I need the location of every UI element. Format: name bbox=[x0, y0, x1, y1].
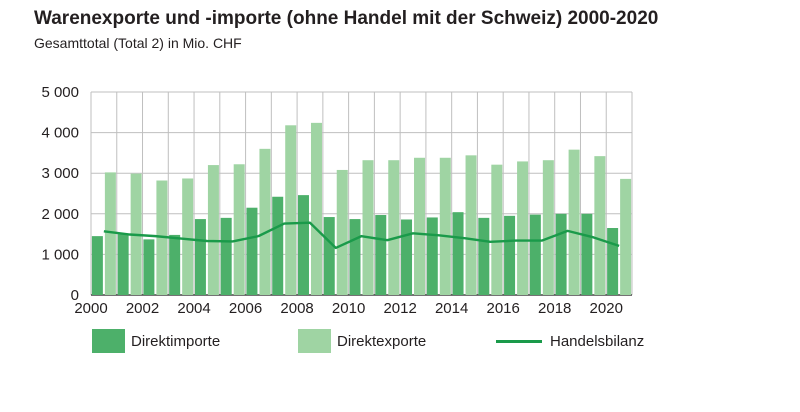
bar-import bbox=[401, 219, 413, 295]
legend-label-exports: Direktexporte bbox=[337, 332, 427, 350]
x-axis-ticks: 2000 2002 2004 2006 2008 2010 2012 2014 2016 2018… bbox=[74, 300, 623, 317]
x-tick-label: 2016 bbox=[487, 300, 520, 317]
bar-export bbox=[568, 149, 580, 295]
bar-export bbox=[388, 160, 400, 295]
bar-import bbox=[272, 196, 284, 295]
bar-import bbox=[143, 239, 155, 295]
chart-title: Warenexporte und -importe (ohne Handel m… bbox=[34, 8, 659, 29]
y-tick-label: 0 bbox=[71, 287, 79, 304]
bar-import bbox=[555, 213, 567, 295]
bars bbox=[91, 122, 632, 296]
bar-export bbox=[207, 165, 219, 295]
bar-import bbox=[529, 214, 541, 295]
bar-import bbox=[297, 195, 309, 295]
x-tick-label: 2002 bbox=[126, 300, 159, 317]
bar-import bbox=[323, 217, 335, 295]
bar-import bbox=[581, 213, 593, 295]
legend-item-imports: Direktimporte bbox=[92, 329, 220, 353]
y-axis-ticks: 0 1 000 2 000 3 000 4 000 5 000 bbox=[41, 84, 79, 304]
x-tick-label: 2012 bbox=[383, 300, 416, 317]
x-tick-label: 2008 bbox=[280, 300, 313, 317]
bar-import bbox=[504, 215, 516, 295]
bar-export bbox=[620, 178, 632, 295]
x-tick-label: 2020 bbox=[590, 300, 623, 317]
bar-export bbox=[491, 164, 503, 295]
bar-import bbox=[91, 236, 103, 295]
bar-import bbox=[478, 217, 490, 295]
chart-subtitle: Gesamttotal (Total 2) in Mio. CHF bbox=[34, 35, 242, 51]
bar-export bbox=[414, 157, 426, 295]
bar-export bbox=[336, 169, 348, 295]
bar-export bbox=[104, 172, 116, 295]
legend-swatch-exports bbox=[298, 329, 331, 353]
x-tick-label: 2010 bbox=[332, 300, 365, 317]
bar-import bbox=[349, 219, 361, 295]
legend-label-imports: Direktimporte bbox=[131, 332, 221, 350]
balance-line bbox=[103, 221, 620, 250]
bar-export bbox=[259, 148, 271, 295]
bar-export bbox=[362, 160, 374, 295]
bar-import bbox=[426, 217, 438, 295]
legend-item-balance: Handelsbilanz bbox=[496, 329, 644, 353]
bar-export bbox=[233, 164, 245, 295]
y-tick-label: 1 000 bbox=[41, 246, 79, 263]
bar-import bbox=[169, 234, 181, 295]
legend-label-balance: Handelsbilanz bbox=[550, 332, 645, 350]
bar-import bbox=[220, 217, 232, 295]
bar-import bbox=[194, 219, 206, 295]
y-tick-label: 4 000 bbox=[41, 125, 79, 142]
x-tick-label: 2004 bbox=[177, 300, 210, 317]
y-tick-label: 2 000 bbox=[41, 206, 79, 223]
x-tick-label: 2018 bbox=[538, 300, 571, 317]
legend-item-exports: Direktexporte bbox=[298, 329, 426, 353]
x-tick-label: 2000 bbox=[74, 300, 107, 317]
bar-export bbox=[594, 156, 606, 295]
x-tick-label: 2006 bbox=[229, 300, 262, 317]
bar-export bbox=[285, 125, 297, 296]
bar-export bbox=[517, 161, 529, 295]
bar-export bbox=[542, 160, 554, 295]
x-tick-label: 2014 bbox=[435, 300, 468, 317]
bar-import bbox=[246, 207, 258, 295]
bar-import bbox=[607, 228, 619, 295]
bar-export bbox=[182, 178, 194, 295]
y-tick-label: 5 000 bbox=[41, 84, 79, 101]
bar-import bbox=[117, 234, 129, 295]
bar-import bbox=[375, 215, 387, 295]
legend-swatch-imports bbox=[92, 329, 125, 353]
bar-import bbox=[452, 212, 464, 295]
bar-export bbox=[439, 157, 451, 295]
bar-export bbox=[465, 155, 477, 295]
grid-lines bbox=[90, 91, 633, 296]
bar-export bbox=[310, 122, 322, 295]
legend-line-balance bbox=[496, 339, 542, 343]
balance-line-group bbox=[103, 221, 620, 250]
y-tick-label: 3 000 bbox=[41, 165, 79, 182]
